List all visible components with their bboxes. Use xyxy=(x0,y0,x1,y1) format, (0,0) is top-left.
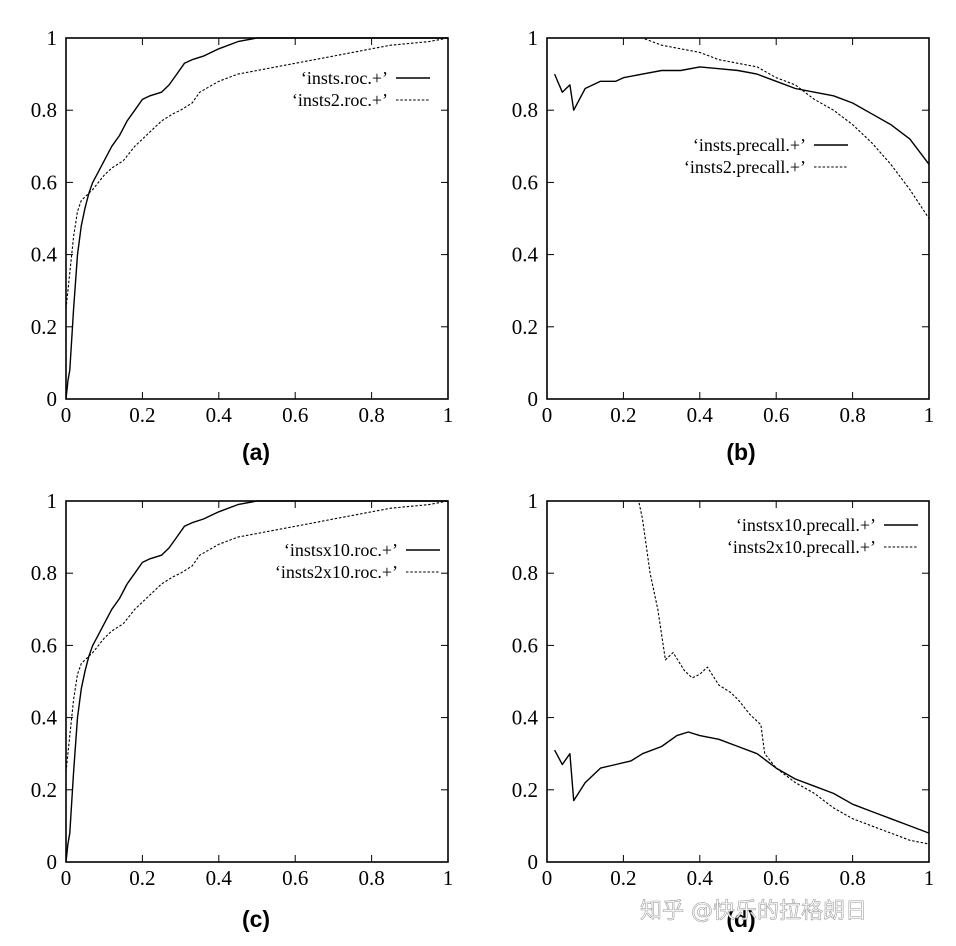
x-tick-label: 0.2 xyxy=(129,866,155,890)
y-tick-label: 1 xyxy=(528,26,539,50)
plot-frame xyxy=(546,500,930,863)
x-tick-label: 0.4 xyxy=(206,866,233,890)
x-tick-label: 0.2 xyxy=(610,403,636,427)
y-tick-label: 0.2 xyxy=(31,778,57,802)
y-tick-label: 0.4 xyxy=(512,706,539,730)
x-tick-label: 1 xyxy=(443,403,454,427)
x-tick-label: 0.2 xyxy=(129,403,155,427)
x-tick-label: 0.8 xyxy=(358,866,384,890)
x-tick-label: 0.6 xyxy=(763,403,789,427)
y-tick-label: 0 xyxy=(47,850,58,874)
series-line-2 xyxy=(554,37,930,219)
y-tick-label: 1 xyxy=(47,489,58,513)
y-tick-label: 0 xyxy=(528,387,539,411)
x-tick-label: 1 xyxy=(924,403,935,427)
legend-label: ‘insts2.roc.+’ xyxy=(292,90,388,110)
y-tick-label: 0.8 xyxy=(512,98,538,122)
y-tick-label: 0.2 xyxy=(512,778,538,802)
y-tick-label: 0.8 xyxy=(512,561,538,585)
legend-label: ‘insts2.precall.+’ xyxy=(684,157,806,177)
y-tick-label: 0.8 xyxy=(31,98,57,122)
y-tick-label: 0 xyxy=(47,387,58,411)
panel-d: 0 0.2 0.4 0.6 0.8 1 0 0.2 0.4 0.6 0.8 1 ‘instsx10.pr… xyxy=(512,489,935,932)
x-tick-label: 1 xyxy=(924,866,935,890)
y-tick-label: 0.2 xyxy=(512,315,538,339)
x-tick-label: 0.4 xyxy=(687,866,714,890)
y-tick-label: 1 xyxy=(528,489,539,513)
panel-a: 0 0.2 0.4 0.6 0.8 1 0 0.2 0.4 0.6 0.8 1 ‘insts.roc.+… xyxy=(31,26,454,465)
legend-label: ‘insts2x10.precall.+’ xyxy=(727,537,876,557)
series-line-2 xyxy=(65,500,449,772)
series-line-1 xyxy=(65,500,448,863)
panel-b: 0 0.2 0.4 0.6 0.8 1 0 0.2 0.4 0.6 0.8 1 ‘insts.preca… xyxy=(512,26,935,465)
panel-c: 0 0.2 0.4 0.6 0.8 1 0 0.2 0.4 0.6 0.8 1 ‘instsx10.ro… xyxy=(31,489,454,932)
y-tick-label: 0.6 xyxy=(31,170,57,194)
x-tick-label: 0.6 xyxy=(763,866,789,890)
legend-label: ‘instsx10.roc.+’ xyxy=(284,540,398,560)
x-tick-label: 0 xyxy=(542,403,553,427)
y-tick-label: 0.4 xyxy=(31,706,58,730)
watermark-text: 知乎 @快乐的拉格朗日 xyxy=(640,899,867,924)
series-line-2 xyxy=(554,500,930,845)
y-tick-label: 0.4 xyxy=(512,243,539,267)
plot-frame xyxy=(65,37,449,400)
y-tick-label: 0.2 xyxy=(31,315,57,339)
x-tick-label: 0 xyxy=(542,866,553,890)
legend-label: ‘insts.roc.+’ xyxy=(301,68,388,88)
x-tick-label: 0 xyxy=(61,866,72,890)
panel-label: (a) xyxy=(242,439,270,465)
x-tick-label: 0.6 xyxy=(282,866,308,890)
legend-label: ‘instsx10.precall.+’ xyxy=(736,515,876,535)
plot-frame xyxy=(546,37,930,400)
series-line-1 xyxy=(65,37,448,400)
y-tick-label: 0.6 xyxy=(512,633,538,657)
x-tick-label: 0.8 xyxy=(358,403,384,427)
x-tick-label: 0.8 xyxy=(839,866,865,890)
y-tick-label: 0.6 xyxy=(512,170,538,194)
legend-label: ‘insts2x10.roc.+’ xyxy=(275,562,398,582)
series-line-1 xyxy=(553,66,930,165)
y-tick-label: 1 xyxy=(47,26,58,50)
y-tick-label: 0.4 xyxy=(31,243,58,267)
x-tick-label: 0.8 xyxy=(839,403,865,427)
y-tick-label: 0.6 xyxy=(31,633,57,657)
x-tick-label: 0.4 xyxy=(206,403,233,427)
x-tick-label: 0.2 xyxy=(610,866,636,890)
panel-label: (d) xyxy=(726,906,755,932)
series-line-2 xyxy=(65,37,449,309)
x-tick-label: 0.6 xyxy=(282,403,308,427)
x-tick-label: 0.4 xyxy=(687,403,714,427)
panel-label: (c) xyxy=(242,906,270,932)
panel-label: (b) xyxy=(726,439,755,465)
y-tick-label: 0.8 xyxy=(31,561,57,585)
x-tick-label: 1 xyxy=(443,866,454,890)
series-line-1 xyxy=(553,731,930,834)
x-tick-label: 0 xyxy=(61,403,72,427)
legend-label: ‘insts.precall.+’ xyxy=(693,135,806,155)
y-tick-label: 0 xyxy=(528,850,539,874)
